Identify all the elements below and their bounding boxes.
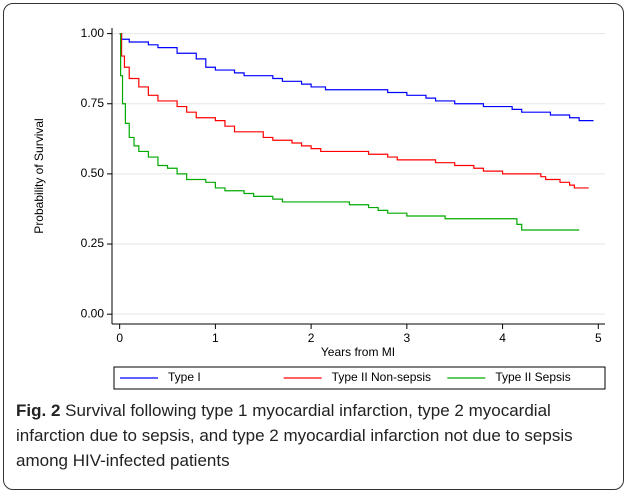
x-tick-label: 5: [595, 331, 602, 345]
y-tick-label: 0.75: [81, 96, 105, 110]
legend-label: Type I: [168, 370, 201, 384]
caption-text: Survival following type 1 myocardial inf…: [16, 401, 573, 470]
x-axis-label: Years from MI: [321, 345, 395, 359]
x-tick-label: 3: [403, 331, 410, 345]
caption: Fig. 2 Survival following type 1 myocard…: [16, 398, 616, 473]
caption-label: Fig. 2: [16, 401, 61, 420]
x-tick-label: 0: [116, 331, 123, 345]
legend-label: Type II Sepsis: [495, 370, 570, 384]
legend-label: Type II Non-sepsis: [332, 370, 431, 384]
survival-line: [119, 33, 580, 231]
y-tick-label: 0.00: [81, 306, 105, 320]
survival-line: [119, 33, 589, 189]
chart: Years from MI Probability of Survival 0.…: [32, 26, 606, 390]
x-tick-label: 2: [308, 331, 315, 345]
y-tick-label: 1.00: [81, 26, 105, 40]
figure-frame: [3, 3, 624, 490]
y-tick-label: 0.25: [81, 236, 105, 250]
survival-line: [119, 33, 594, 122]
x-tick-label: 4: [499, 331, 506, 345]
legend-box: [113, 366, 606, 390]
x-tick-label: 1: [212, 331, 219, 345]
y-axis-label: Probability of Survival: [32, 118, 46, 233]
y-tick-label: 0.50: [81, 166, 105, 180]
